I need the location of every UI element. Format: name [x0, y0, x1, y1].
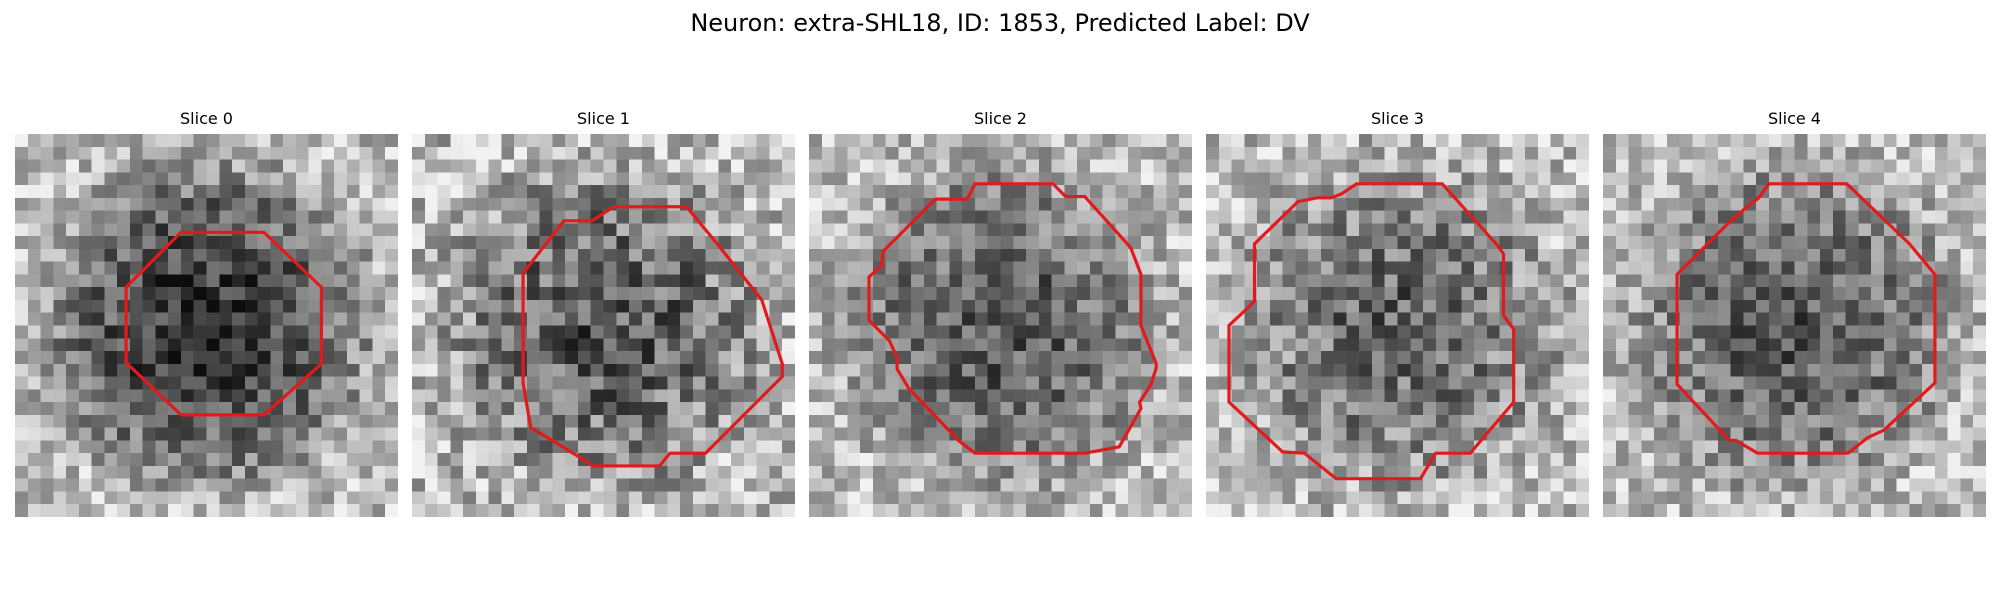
slice-image — [1603, 134, 1986, 517]
roi-contour — [1675, 182, 1937, 455]
slice-panel-3: Slice 3 — [1206, 108, 1589, 517]
slice-panel-0: Slice 0 — [15, 108, 398, 517]
roi-contour — [867, 182, 1158, 455]
roi-contour — [521, 205, 784, 468]
slice-title: Slice 0 — [180, 109, 233, 128]
slice-title: Slice 4 — [1768, 109, 1821, 128]
slice-title: Slice 2 — [974, 109, 1027, 128]
roi-contour — [1227, 182, 1516, 481]
slice-image — [809, 134, 1192, 517]
slice-image — [412, 134, 795, 517]
slice-title: Slice 1 — [577, 109, 630, 128]
roi-contour — [124, 230, 323, 417]
slice-panel-4: Slice 4 — [1603, 108, 1986, 517]
slice-title: Slice 3 — [1371, 109, 1424, 128]
slice-panel-2: Slice 2 — [809, 108, 1192, 517]
slice-panel-1: Slice 1 — [412, 108, 795, 517]
slice-image — [15, 134, 398, 517]
figure-title: Neuron: extra-SHL18, ID: 1853, Predicted… — [690, 9, 1310, 37]
slice-image — [1206, 134, 1589, 517]
